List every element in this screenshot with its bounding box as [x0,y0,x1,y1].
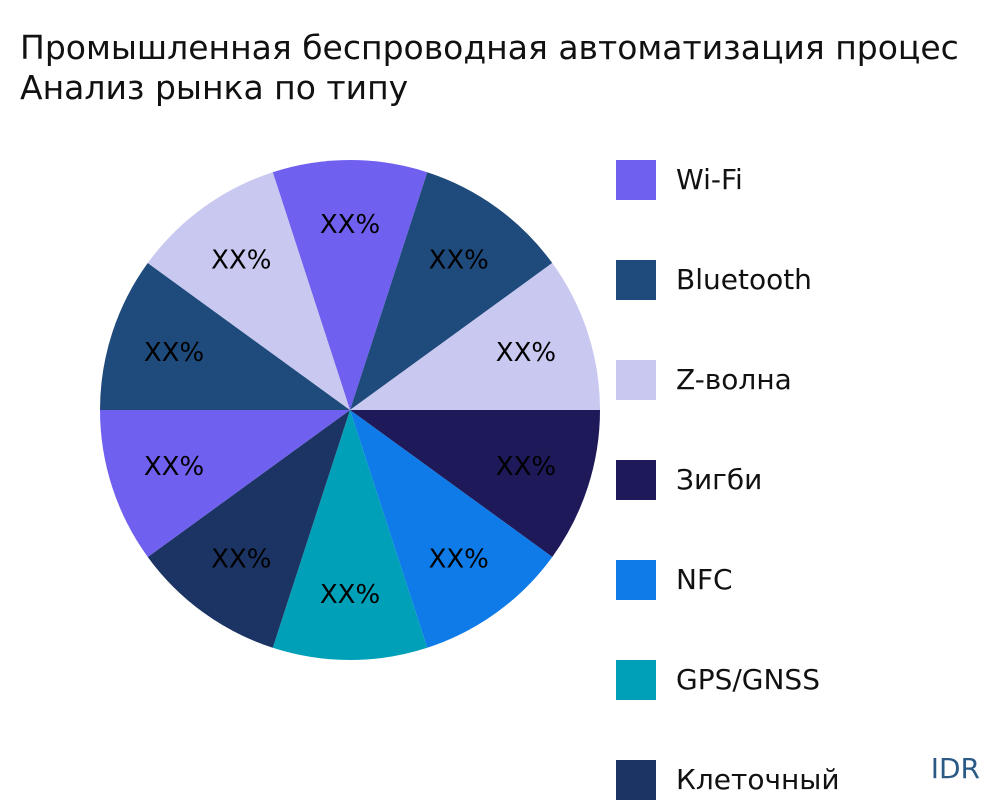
pie-slice-label-4: XX% [496,452,556,482]
pie-slice-2 [350,172,553,410]
watermark-logo: IDR [930,752,980,785]
legend-item-4: Зигби [616,460,996,500]
pie-slice-6 [272,410,428,660]
pie-slice-label-9: XX% [144,338,204,368]
legend-swatch [616,560,656,600]
legend-label: NFC [676,563,733,596]
pie-slice-1 [272,160,428,410]
pie-chart: XX% XX% XX% XX% XX% XX% XX% XX% XX% XX% [100,160,600,660]
legend-label: Зигби [676,463,763,496]
pie-slice-9 [100,263,350,410]
legend-item-7: Клеточный [616,760,996,800]
pie-slice-5 [350,410,553,648]
pie-slice-label-3: XX% [496,338,556,368]
legend-swatch [616,360,656,400]
pie-slice-label-1: XX% [320,210,380,240]
legend-label: Bluetooth [676,263,812,296]
legend-swatch [616,260,656,300]
legend-label: Клеточный [676,763,840,796]
legend-label: GPS/GNSS [676,663,820,696]
chart-title-line-1: Промышленная беспроводная автоматизация … [20,28,959,67]
pie-slice-10 [147,172,350,410]
chart-title: Промышленная беспроводная автоматизация … [20,28,959,108]
legend-item-5: NFC [616,560,996,600]
legend-item-2: Bluetooth [616,260,996,300]
legend-item-1: Wi-Fi [616,160,996,200]
legend-label: Wi-Fi [676,163,743,196]
pie-slice-label-5: XX% [429,545,489,575]
pie-slice-label-8: XX% [144,452,204,482]
pie-slice-label-2: XX% [429,245,489,275]
legend-item-6: GPS/GNSS [616,660,996,700]
pie-slice-4 [350,410,600,557]
legend-swatch [616,660,656,700]
legend-swatch [616,460,656,500]
chart-title-line-2: Анализ рынка по типу [20,68,409,107]
legend-swatch [616,760,656,800]
pie-slice-label-7: XX% [211,545,271,575]
legend-swatch [616,160,656,200]
pie-slice-label-10: XX% [211,245,271,275]
pie-slice-8 [100,410,350,557]
pie-slice-label-6: XX% [320,580,380,610]
legend-item-3: Z-волна [616,360,996,400]
legend-label: Z-волна [676,363,792,396]
pie-slice-7 [147,410,350,648]
pie-slice-3 [350,263,600,410]
